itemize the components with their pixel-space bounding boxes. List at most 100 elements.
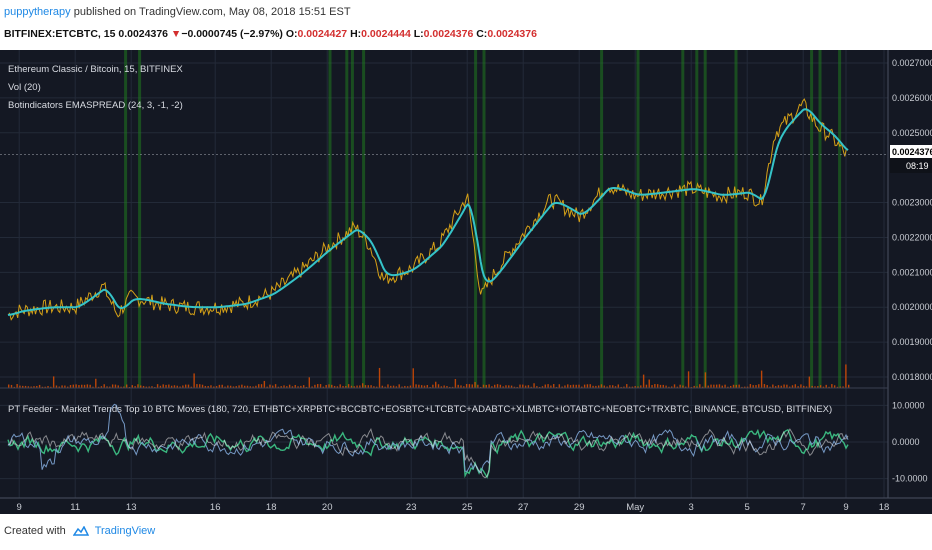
volume-bar <box>114 384 117 388</box>
volume-bar <box>120 386 122 388</box>
volume-bar <box>522 384 524 388</box>
volume-bar <box>758 384 760 388</box>
volume-bar <box>671 386 673 388</box>
volume-bar <box>603 385 605 388</box>
x-tick-label: 7 <box>801 502 806 513</box>
axes: 0.0027000 0.0026000 0.0025000 0.0023000 0.00… <box>0 50 932 514</box>
volume-bar <box>95 378 97 388</box>
chart-area[interactable]: 0.0027000 0.0026000 0.0025000 0.0023000 0.00… <box>0 50 932 514</box>
volume-bar <box>64 385 66 388</box>
volume-bar <box>527 385 530 388</box>
volume-legend: Vol (20) <box>8 82 41 93</box>
volume-bar <box>165 384 167 388</box>
volume-bar <box>395 386 398 388</box>
volume-bar <box>255 385 257 388</box>
volume-bar <box>145 386 148 388</box>
volume-bar <box>350 385 353 388</box>
volume-bar <box>190 386 193 388</box>
volume-bar <box>36 385 38 388</box>
green-band <box>703 50 707 388</box>
volume-bar <box>44 386 46 388</box>
volume-bar <box>550 385 552 388</box>
green-band <box>362 50 366 388</box>
symbol-quote-line: BITFINEX:ETCBTC, 15 0.0024376 ▼−0.000074… <box>4 28 537 40</box>
volume-bar <box>656 384 659 388</box>
volume-bar <box>679 384 681 388</box>
tradingview-logo-icon <box>72 526 89 536</box>
volume-bar <box>272 385 274 388</box>
x-tick-label: 20 <box>322 502 333 513</box>
green-band <box>138 50 142 388</box>
volume-bar <box>769 386 771 388</box>
volume-bar <box>241 384 243 388</box>
volume-bar <box>297 386 299 388</box>
volume-bar <box>631 386 634 388</box>
volume-bar <box>502 386 504 388</box>
volume-bar <box>300 385 302 388</box>
volume-bar <box>449 386 451 388</box>
author-link[interactable]: puppytherapy <box>4 6 71 18</box>
volume-bar <box>418 384 420 388</box>
symbol-label: BITFINEX:ETCBTC, 15 <box>4 28 116 40</box>
y-tick-label: 0.0025000 <box>892 128 932 138</box>
price-tag: 0.0024376 08:19 <box>890 145 932 173</box>
volume-bar <box>16 384 18 388</box>
y-tick-label: 0.0026000 <box>892 93 932 103</box>
osc-tick-label: 10.0000 <box>892 400 925 410</box>
volume-bar <box>505 385 507 388</box>
ema-series-line <box>7 108 849 316</box>
volume-bar <box>52 376 55 388</box>
low-label: L: <box>413 28 424 40</box>
chart-svg[interactable]: 0.0027000 0.0026000 0.0025000 0.0023000 0.00… <box>0 50 932 514</box>
volume-bar <box>258 384 260 388</box>
volume-bar <box>392 385 395 388</box>
tradingview-brand-link[interactable]: TradingView <box>94 525 156 537</box>
volume-bar <box>488 384 490 388</box>
volume-bar <box>384 386 386 388</box>
green-band <box>818 50 822 388</box>
volume-bar <box>578 384 580 388</box>
y-tick-label: 0.0023000 <box>892 198 932 208</box>
volume-bar <box>845 364 847 388</box>
volume-bar <box>409 385 412 388</box>
volume-bar <box>746 386 749 388</box>
volume-bar <box>628 386 631 388</box>
volume-bar <box>131 385 134 388</box>
volume-bar <box>426 385 428 388</box>
main-title: Ethereum Classic / Bitcoin, 15, BITFINEX <box>8 64 183 75</box>
volume-bar <box>103 384 105 388</box>
volume-bar <box>406 386 409 388</box>
volume-bar <box>415 384 417 388</box>
volume-bar <box>620 386 622 388</box>
volume-bar <box>499 384 502 388</box>
x-tick-label: 18 <box>879 502 890 513</box>
volume-bar <box>558 384 561 388</box>
volume-bar <box>370 385 372 388</box>
oscillator-series-line <box>7 428 849 479</box>
volume-bar <box>179 386 181 388</box>
volume-bar <box>184 384 187 388</box>
volume-bar <box>30 386 32 388</box>
volume-bar <box>345 386 347 388</box>
volume-bar <box>704 372 707 388</box>
volume-bar <box>437 384 440 388</box>
green-band <box>345 50 349 388</box>
volume-bar <box>353 386 355 388</box>
volume-bar <box>794 384 797 388</box>
volume-bar <box>274 384 277 388</box>
volume-bar <box>662 384 664 388</box>
x-tick-label: 9 <box>17 502 22 513</box>
volume-bar <box>142 385 145 388</box>
volume-bar <box>291 386 294 388</box>
volume-bar <box>738 384 740 388</box>
volume-bar <box>176 385 178 388</box>
volume-bar <box>319 384 322 388</box>
volume-bar <box>288 384 291 388</box>
volume-bar <box>280 386 282 388</box>
publish-line: puppytherapy published on TradingView.co… <box>4 6 351 18</box>
volume-bar <box>390 385 392 388</box>
volume-bar <box>451 386 454 388</box>
volume-bar <box>249 386 252 388</box>
volume-bar <box>314 384 316 388</box>
volume-bar <box>553 384 555 388</box>
